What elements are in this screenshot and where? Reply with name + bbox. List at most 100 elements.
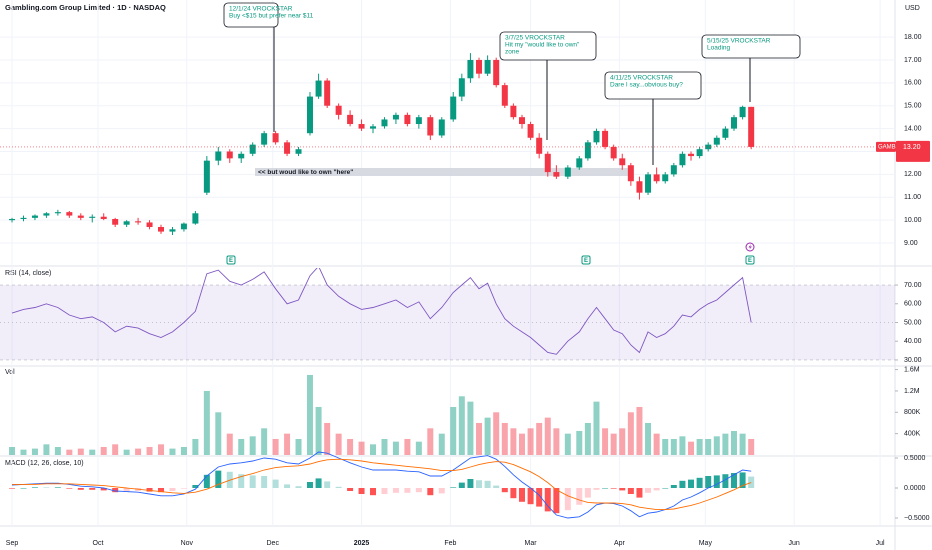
- macd-histogram: [670, 485, 677, 489]
- volume-bar: [722, 433, 729, 455]
- volume-bar: [9, 446, 16, 455]
- callout-box: [701, 34, 801, 59]
- candle-body: [306, 96, 313, 134]
- candle-body: [295, 149, 302, 154]
- macd-histogram: [203, 474, 210, 489]
- candle-body: [584, 142, 591, 159]
- candle-body: [43, 213, 50, 216]
- volume-bar: [238, 438, 245, 455]
- candle-body: [249, 144, 256, 154]
- candle-body: [730, 117, 737, 129]
- macd-histogram: [146, 488, 153, 492]
- volume-bar: [584, 422, 591, 455]
- candle-body: [536, 137, 543, 154]
- volume-bar: [306, 374, 313, 455]
- y-tick-label: 60.00: [904, 301, 922, 308]
- volume-bar: [404, 438, 411, 455]
- macd-histogram: [688, 479, 695, 489]
- price-tag-bg: [896, 140, 930, 162]
- candle-body: [438, 119, 445, 136]
- candle-body: [619, 158, 626, 166]
- pane-label: RSI (14, close): [5, 270, 51, 277]
- candle-body: [564, 167, 571, 177]
- candle-body: [100, 216, 107, 220]
- volume-bar: [370, 444, 377, 455]
- candle-body: [544, 153, 551, 173]
- candle-body: [146, 222, 153, 228]
- candle-body: [215, 151, 222, 161]
- rsi-band: [0, 285, 895, 360]
- volume-bar: [284, 433, 291, 455]
- y-tick-label: 40.00: [904, 338, 922, 345]
- volume-bar: [43, 444, 50, 455]
- volume-bar: [438, 433, 445, 455]
- volume-bar: [315, 406, 322, 455]
- volume-bar: [748, 438, 755, 455]
- candle-body: [645, 174, 652, 193]
- candle-body: [135, 221, 142, 223]
- macd-histogram: [536, 488, 543, 507]
- y-tick-label: 70.00: [904, 282, 922, 289]
- macd-histogram: [381, 488, 388, 494]
- y-tick-label: 0.0000: [904, 485, 926, 492]
- candle-body: [169, 229, 176, 232]
- y-tick-label: 10.00: [904, 217, 922, 224]
- macd-histogram: [112, 488, 119, 493]
- macd-histogram: [450, 487, 457, 489]
- macd-histogram: [215, 470, 222, 489]
- price-tag: 13.20: [903, 144, 921, 151]
- candle-body: [593, 130, 600, 143]
- volume-bar: [544, 417, 551, 455]
- price-tag-symbol-bg: [876, 141, 896, 152]
- macd-histogram: [493, 485, 500, 489]
- macd-histogram: [636, 488, 643, 498]
- macd-histogram: [467, 479, 474, 489]
- candle-body: [358, 124, 365, 129]
- signal-line: [12, 458, 752, 511]
- volume-bar: [146, 446, 153, 455]
- volume-bar: [610, 433, 617, 455]
- volume-bar: [705, 438, 712, 455]
- candle-body: [238, 153, 245, 159]
- y-tick-label: −0.5000: [904, 515, 930, 522]
- macd-histogram: [510, 488, 517, 499]
- candle-body: [192, 213, 199, 224]
- volume-bar: [536, 422, 543, 455]
- volume-bar: [713, 436, 720, 455]
- y-tick-label: 1.2M: [904, 388, 920, 395]
- y-tick-label: 12.00: [904, 171, 922, 178]
- macd-histogram: [335, 486, 342, 489]
- volume-bar: [619, 428, 626, 455]
- macd-histogram: [123, 488, 130, 492]
- volume-bar: [696, 438, 703, 455]
- candle-body: [679, 153, 686, 166]
- y-tick-label: 30.00: [904, 357, 922, 364]
- candle-body: [31, 215, 38, 218]
- volume-bar: [347, 438, 354, 455]
- volume-bar: [249, 436, 256, 455]
- macd-histogram: [730, 473, 737, 489]
- macd-histogram: [645, 488, 652, 493]
- candle-body: [722, 128, 729, 138]
- candle-body: [180, 223, 187, 230]
- candle-body: [20, 217, 27, 220]
- x-tick-label: Apr: [614, 540, 626, 547]
- callout-text: Hit my "would like to own": [505, 42, 580, 49]
- x-tick-label: 2025: [354, 540, 370, 547]
- candle-body: [450, 96, 457, 120]
- macd-histogram: [653, 488, 660, 491]
- candle-body: [284, 142, 291, 154]
- x-tick-label: Jun: [789, 540, 800, 547]
- y-tick-label: 9.00: [904, 240, 918, 247]
- callout-text: 12/1/24 VROCKSTAR: [229, 6, 293, 13]
- candle-body: [404, 114, 411, 125]
- macd-histogram: [722, 474, 729, 489]
- candle-body: [415, 117, 422, 125]
- macd-histogram: [705, 476, 712, 489]
- candle-body: [315, 80, 322, 97]
- candle-body: [501, 85, 508, 106]
- macd-histogram: [484, 480, 491, 489]
- zone-label: << but woud like to own "here": [258, 169, 353, 176]
- macd-histogram: [315, 478, 322, 489]
